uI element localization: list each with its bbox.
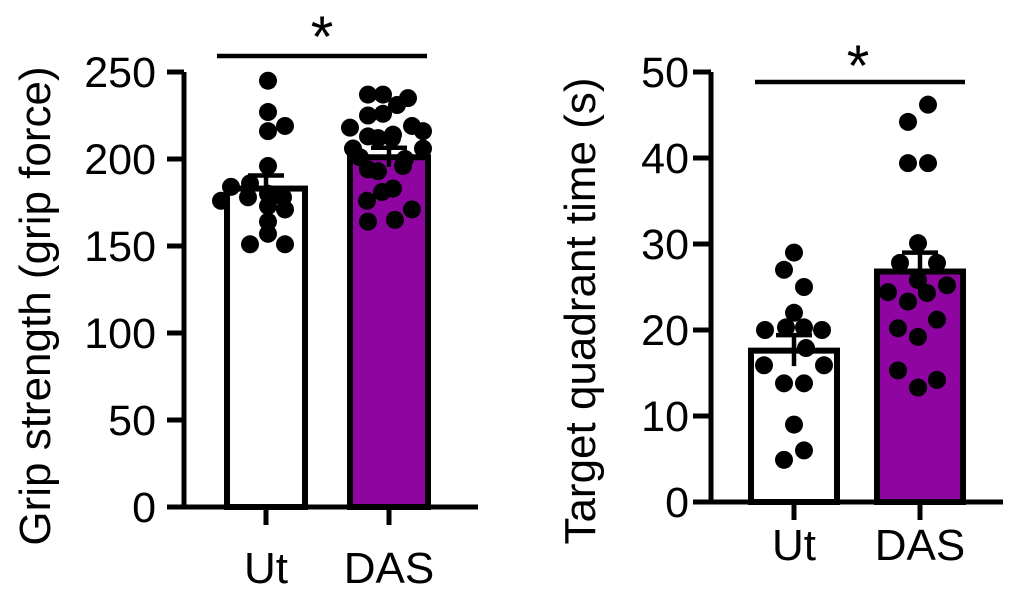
scatter-point-ut (795, 374, 813, 393)
scatter-point-ut (815, 356, 833, 375)
scatter-point-das (928, 310, 946, 329)
scatter-point-ut (775, 260, 793, 279)
scatter-point-das (899, 112, 917, 131)
scatter-point-ut (276, 200, 294, 219)
scatter-point-ut (785, 243, 803, 262)
right-chart-y-axis-label: Target quadrant time (s) (556, 77, 605, 545)
scatter-point-ut (259, 196, 277, 215)
scatter-point-das (359, 106, 377, 125)
scatter-point-das (374, 85, 392, 104)
scatter-point-das (359, 85, 377, 104)
scatter-point-das (918, 284, 936, 303)
chart-right: 0 10 20 30 40 50 Ut DAS * (641, 34, 1003, 570)
scatter-point-das (909, 271, 927, 290)
scatter-point-das (938, 276, 956, 295)
scatter-point-ut (785, 415, 803, 434)
scatter-point-das (386, 210, 404, 229)
y-tick-label: 20 (641, 307, 689, 355)
scatter-point-ut (239, 188, 257, 207)
scatter-point-das (403, 200, 421, 219)
category-label-ut: Ut (244, 544, 288, 593)
scatter-point-ut (276, 235, 294, 254)
scatter-point-ut (259, 224, 277, 243)
scatter-point-ut (259, 156, 277, 175)
scatter-point-das (359, 212, 377, 231)
scatter-point-das (394, 156, 412, 175)
significance-asterisk: * (847, 34, 870, 99)
scatter-point-ut (797, 339, 815, 358)
scatter-point-das (879, 283, 897, 302)
y-tick-label: 10 (641, 393, 689, 441)
scatter-point-ut (222, 177, 240, 196)
scatter-point-ut (795, 318, 813, 337)
y-tick-label: 0 (665, 479, 689, 527)
scatter-point-das (928, 370, 946, 389)
scatter-point-das (388, 96, 406, 115)
scatter-point-das (899, 154, 917, 173)
scatter-point-ut (259, 122, 277, 141)
scatter-point-ut (276, 116, 294, 135)
y-tick-label: 40 (641, 135, 689, 183)
scatter-point-ut (777, 318, 795, 337)
scatter-point-ut (755, 356, 773, 375)
scatter-point-ut (259, 103, 277, 122)
scatter-point-das (383, 129, 401, 148)
scatter-point-ut (241, 174, 259, 193)
scatter-point-ut (259, 71, 277, 90)
scatter-point-ut (795, 278, 813, 296)
category-label-ut: Ut (772, 521, 816, 570)
category-label-das: DAS (875, 521, 965, 570)
y-tick-label: 50 (641, 49, 689, 97)
y-tick-label: 50 (108, 397, 156, 445)
y-tick-label: 150 (84, 223, 156, 271)
scatter-point-das (891, 253, 909, 272)
scatter-point-das (341, 118, 359, 137)
scatter-point-das (909, 234, 927, 253)
scatter-point-ut (775, 374, 793, 393)
scatter-point-ut (785, 303, 803, 322)
scatter-point-ut (813, 321, 831, 339)
scatter-point-ut (775, 450, 793, 469)
scatter-point-ut (795, 441, 813, 460)
y-tick-label: 250 (84, 49, 156, 97)
scatter-point-das (899, 292, 917, 311)
scatter-point-das (373, 183, 391, 202)
scatter-point-das (919, 95, 937, 114)
left-chart-y-axis-label: Grip strength (grip force) (11, 66, 60, 546)
y-tick-label: 200 (84, 136, 156, 184)
scatter-point-das (928, 253, 946, 272)
scatter-point-das (919, 154, 937, 173)
scatter-point-ut (241, 235, 259, 254)
y-tick-label: 100 (84, 310, 156, 358)
category-label-das: DAS (344, 544, 434, 593)
scatter-point-das (358, 191, 376, 210)
scatter-point-das (414, 139, 432, 158)
chart-left: 0 50 100 150 200 250 Ut DAS * (84, 5, 478, 593)
scatter-point-das (909, 378, 927, 397)
scatter-point-das (889, 319, 907, 338)
scatter-point-das (414, 122, 432, 141)
scatter-point-das (369, 129, 387, 148)
scatter-point-ut (756, 321, 774, 339)
scatter-point-das (369, 162, 387, 181)
scatter-point-das (374, 104, 392, 123)
y-tick-label: 30 (641, 221, 689, 269)
scatter-point-das (909, 327, 927, 346)
significance-asterisk: * (311, 5, 334, 70)
scatter-point-ut (212, 191, 230, 210)
scatter-point-das (889, 361, 907, 380)
y-tick-label: 0 (132, 484, 156, 532)
